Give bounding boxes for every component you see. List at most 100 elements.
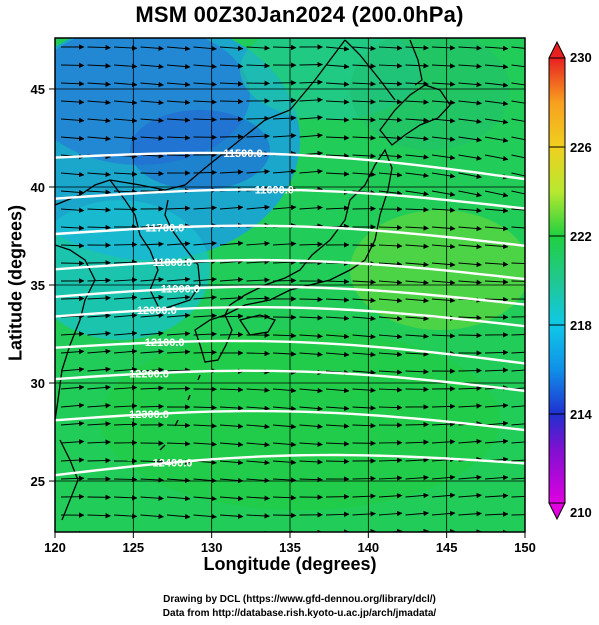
wind-vector: [405, 333, 429, 339]
wind-vector: [511, 459, 525, 462]
wind-vector: [511, 369, 525, 372]
wind-vector: [219, 98, 244, 105]
wind-vector: [264, 530, 270, 532]
height-contour-line: [55, 224, 525, 248]
wind-vector: [246, 240, 270, 247]
height-contour-label: 11900.0: [161, 284, 200, 296]
wind-vector: [325, 441, 350, 447]
wind-vector: [87, 384, 111, 391]
wind-vector: [299, 423, 323, 430]
wind-vector: [60, 331, 85, 337]
wind-vector: [378, 493, 403, 499]
wind-vector: [405, 279, 429, 286]
wind-vector: [219, 423, 244, 429]
wind-vector: [325, 63, 350, 70]
wind-vector: [405, 351, 429, 357]
wind-vector: [140, 223, 164, 230]
wind-vector: [458, 261, 482, 268]
wind-vector: [431, 403, 456, 410]
wind-vector: [87, 81, 111, 87]
wind-vector: [431, 118, 456, 124]
wind-vector: [484, 367, 509, 373]
height-contour-line: [55, 285, 525, 306]
wind-vector: [484, 349, 509, 356]
wind-vector: [60, 225, 85, 231]
wind-vector: [405, 457, 429, 463]
wind-vector: [193, 349, 217, 356]
wind-vector: [87, 402, 111, 409]
wind-vector: [458, 332, 482, 339]
wind-vector: [219, 405, 244, 411]
wind-vector: [299, 441, 323, 447]
wind-vector: [405, 474, 429, 481]
wind-vector: [325, 153, 350, 159]
wind-vector: [431, 45, 456, 51]
wind-vector: [246, 45, 270, 51]
wind-vector: [219, 45, 244, 52]
wind-vector: [511, 262, 525, 265]
wind-vector: [193, 63, 217, 70]
wind-vector: [113, 294, 138, 301]
wind-vector: [87, 277, 111, 284]
wind-vector: [140, 495, 164, 501]
x-axis-ticks: 120 125 130 135 140 145 150: [44, 532, 536, 555]
wind-vector: [219, 63, 244, 69]
wind-vector: [219, 81, 244, 87]
wind-vector: [511, 208, 525, 211]
wind-vector: [378, 387, 403, 393]
wind-vector: [272, 332, 297, 339]
wind-vector: [246, 405, 270, 412]
colorbar-tick-label: 222: [570, 229, 592, 244]
credit-dcl: Drawing by DCL (https://www.gfd-dennou.o…: [163, 594, 436, 605]
wind-vector: [352, 153, 376, 159]
wind-vector: [378, 261, 403, 267]
wind-vector: [140, 403, 164, 410]
wind-vector: [166, 135, 191, 141]
wind-vector: [113, 171, 138, 177]
wind-vector: [272, 204, 297, 211]
wind-vector: [378, 351, 403, 358]
wind-vector: [113, 421, 138, 428]
wind-vector: [352, 422, 376, 429]
wind-vector: [484, 243, 509, 250]
wind-vector: [299, 79, 323, 85]
wind-vector: [352, 117, 376, 123]
wind-vector: [219, 295, 244, 301]
wind-vector: [378, 510, 403, 517]
wind-vector: [405, 63, 429, 69]
wind-vector: [458, 511, 482, 517]
wind-vector: [325, 315, 350, 321]
wind-vector: [458, 474, 482, 481]
wind-vector: [431, 243, 456, 250]
wind-vector: [246, 387, 270, 393]
wind-vector: [299, 296, 323, 303]
colorbar-tick-label: 230: [570, 50, 592, 65]
wind-vector: [60, 171, 85, 178]
wind-vector: [193, 81, 217, 87]
wind-vector: [484, 207, 509, 214]
wind-vector: [405, 154, 429, 160]
wind-vector: [272, 44, 297, 51]
wind-vector: [405, 261, 429, 268]
wind-vector: [405, 45, 429, 51]
y-tick-label: 30: [31, 376, 45, 391]
wind-vector: [113, 403, 138, 409]
wind-vector: [299, 97, 323, 103]
wind-vector: [60, 475, 85, 482]
wind-vector: [272, 259, 297, 265]
wind-vector: [378, 117, 403, 123]
wind-vector: [511, 100, 525, 104]
wind-vector: [113, 330, 138, 337]
wind-vector: [484, 118, 509, 125]
wind-vector: [113, 99, 138, 106]
wind-vector: [458, 118, 482, 124]
wind-vector: [87, 171, 111, 178]
wind-vector: [246, 204, 270, 211]
wind-vector: [431, 225, 456, 232]
wind-vector: [193, 116, 217, 123]
wind-vector: [378, 99, 403, 105]
y-tick-label: 25: [31, 474, 45, 489]
wind-vector: [299, 476, 323, 483]
wind-vector: [352, 387, 376, 393]
wind-vector: [458, 63, 482, 69]
